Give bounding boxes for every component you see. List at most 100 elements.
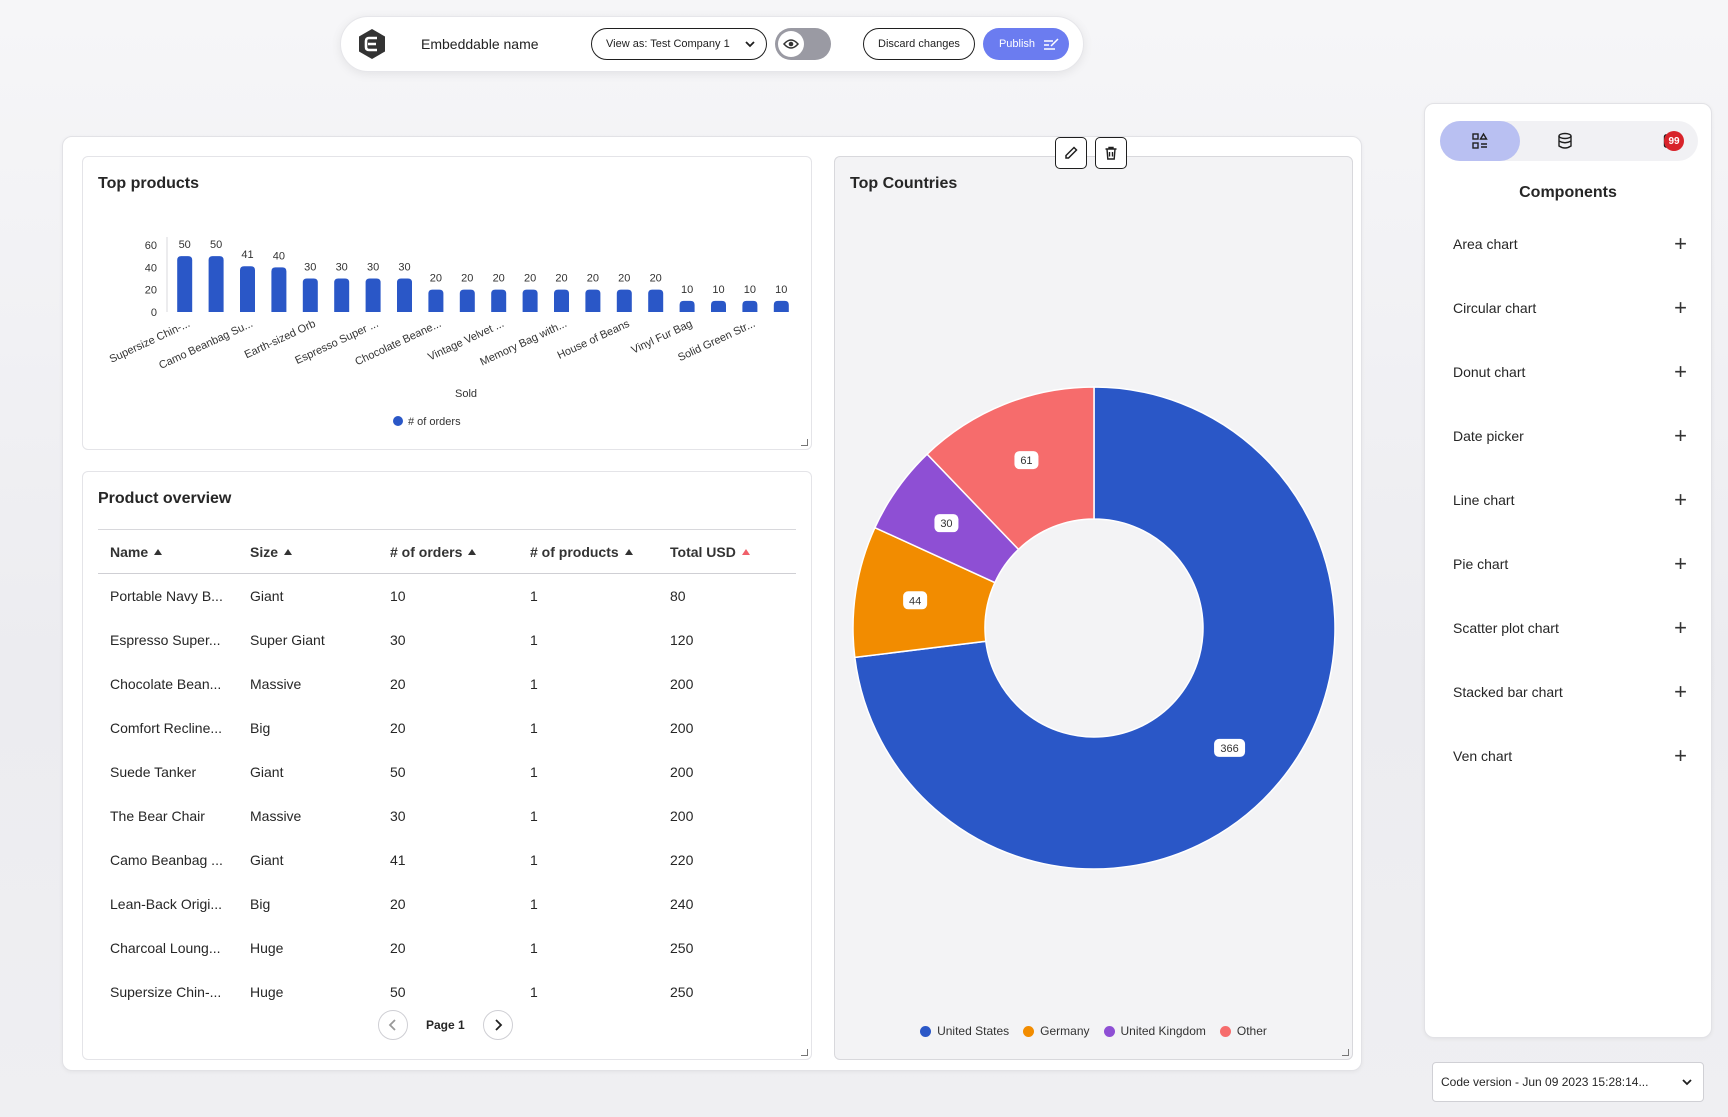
component-item[interactable]: Area chart + [1453,212,1687,276]
donut-slice[interactable] [926,386,1095,551]
bar[interactable] [616,289,632,312]
tab-code[interactable]: 99 [1609,121,1698,161]
legend-item[interactable]: Germany [1023,1024,1090,1038]
bar[interactable] [522,289,538,312]
bar[interactable] [302,278,318,313]
component-item[interactable]: Stacked bar chart + [1453,660,1687,724]
bar[interactable] [554,289,569,312]
sort-asc-icon [468,548,477,555]
product-overview-card[interactable]: Product overview Name Size # of orders #… [82,471,812,1060]
top-countries-title: Top Countries [850,175,958,192]
column-header-products[interactable]: # of products [518,530,658,574]
cell-size: Giant [250,763,284,780]
bar[interactable] [271,267,287,312]
bar[interactable] [773,300,789,312]
code-version-dropdown[interactable]: Code version - Jun 09 2023 15:28:14... [1432,1062,1704,1102]
component-item[interactable]: Donut chart + [1453,340,1687,404]
table-row[interactable]: Comfort Recline... Big 20 1 200 [98,706,796,750]
plus-icon[interactable]: + [1674,295,1687,320]
bar[interactable] [585,289,601,312]
legend-swatch [1023,1025,1035,1037]
legend-item[interactable]: United Kingdom [1103,1024,1206,1038]
component-item[interactable]: Ven chart + [1453,724,1687,788]
component-item[interactable]: Line chart + [1453,468,1687,532]
preview-toggle[interactable] [775,28,831,60]
bar[interactable] [428,289,444,312]
tab-data[interactable] [1520,121,1609,161]
plus-icon[interactable]: + [1674,615,1687,640]
bar[interactable] [711,300,726,312]
table-row[interactable]: Chocolate Bean... Massive 20 1 200 [98,662,796,706]
plus-icon[interactable]: + [1674,487,1687,512]
plus-icon[interactable]: + [1674,359,1687,384]
bar[interactable] [240,266,255,312]
chevron-down-icon [745,41,755,48]
table-row[interactable]: Suede Tanker Giant 50 1 200 [98,750,796,794]
bar-data-label: 30 [367,262,379,274]
bar[interactable] [491,289,507,312]
top-countries-card[interactable]: Top Countries 366 44 30 61 United States Ger… [834,156,1353,1060]
resize-handle[interactable] [801,439,808,446]
plus-icon[interactable]: + [1674,551,1687,576]
component-item[interactable]: Date picker + [1453,404,1687,468]
component-item-label: Ven chart [1453,748,1513,764]
table-row[interactable]: Portable Navy B... Giant 10 1 80 [98,574,796,618]
table-row[interactable]: Lean-Back Origi... Big 20 1 240 [98,882,796,926]
bar[interactable] [365,278,381,313]
plus-icon[interactable]: + [1674,423,1687,448]
pagination: Page 1 [378,1010,513,1040]
table-row[interactable]: Espresso Super... Super Giant 30 1 120 [98,618,796,662]
page-label: Page 1 [426,1018,465,1032]
legend-item[interactable]: Other [1219,1024,1267,1038]
cell-products: 1 [530,807,538,824]
column-header-size[interactable]: Size [238,530,378,574]
bar-data-label: 10 [681,284,693,296]
bar[interactable] [679,300,695,312]
discard-changes-button[interactable]: Discard changes [863,28,975,60]
cell-orders: 50 [390,983,406,1000]
cell-total: 200 [670,763,694,780]
component-item[interactable]: Pie chart + [1453,532,1687,596]
cell-total: 200 [670,719,694,736]
resize-handle[interactable] [801,1049,808,1056]
legend-swatch [1103,1025,1115,1037]
table-row[interactable]: Charcoal Loung... Huge 20 1 250 [98,926,796,970]
tab-components[interactable] [1440,121,1520,161]
cell-name: Chocolate Bean... [110,675,222,692]
trash-icon [1105,146,1117,160]
table-row[interactable]: Supersize Chin-... Huge 50 1 250 [98,970,796,1014]
bar[interactable] [742,300,758,312]
resize-handle[interactable] [1342,1049,1349,1056]
plus-icon[interactable]: + [1674,231,1687,256]
legend-label: Germany [1040,1024,1090,1038]
component-item[interactable]: Circular chart + [1453,276,1687,340]
top-countries-donut-chart: 366 44 30 61 [852,386,1336,870]
table-row[interactable]: Camo Beanbag ... Giant 41 1 220 [98,838,796,882]
plus-icon[interactable]: + [1674,679,1687,704]
legend-item[interactable]: United States [920,1024,1009,1038]
publish-button[interactable]: Publish [982,28,1070,60]
bar[interactable] [177,256,193,312]
column-header-orders[interactable]: # of orders [378,530,518,574]
component-item[interactable]: Scatter plot chart + [1453,596,1687,660]
edit-button[interactable] [1055,137,1087,169]
view-as-dropdown[interactable]: View as: Test Company 1 [591,28,767,60]
bar[interactable] [397,278,412,313]
bar[interactable] [459,289,475,312]
embeddable-logo-icon [355,27,389,61]
bar[interactable] [648,289,664,312]
top-products-card[interactable]: Top products 0 20 40 60 50 Supersize Chin-...… [82,156,812,450]
column-header-name[interactable]: Name [98,530,238,574]
bar[interactable] [208,256,224,312]
legend-label[interactable]: # of orders [408,416,461,428]
table-row[interactable]: The Bear Chair Massive 30 1 200 [98,794,796,838]
plus-icon[interactable]: + [1674,743,1687,768]
bar[interactable] [334,278,350,313]
column-header-total[interactable]: Total USD [658,530,796,574]
embeddable-name[interactable]: Embeddable name [421,36,539,52]
delete-button[interactable] [1095,137,1127,169]
prev-page-button[interactable] [378,1010,408,1040]
next-page-button[interactable] [482,1010,513,1040]
cell-products: 1 [530,675,538,692]
slice-label-bg [934,514,959,533]
